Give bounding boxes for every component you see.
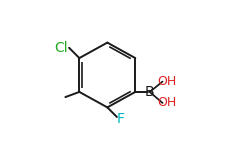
Text: F: F: [116, 112, 124, 126]
Text: B: B: [145, 85, 154, 99]
Text: Cl: Cl: [54, 41, 68, 55]
Text: OH: OH: [157, 75, 176, 88]
Text: OH: OH: [157, 96, 176, 110]
